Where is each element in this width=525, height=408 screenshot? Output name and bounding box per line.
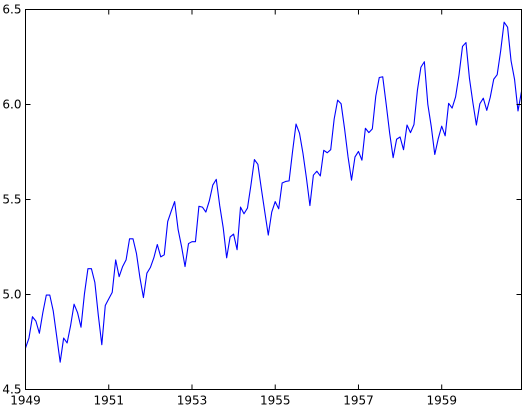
- y-tick-label-3: 6.0: [2, 98, 21, 112]
- x-tick-label-1: 1951: [93, 394, 124, 408]
- x-tick-label-0: 1949: [10, 394, 41, 408]
- x-tick-label-4: 1957: [343, 394, 374, 408]
- tick-labels: 1949 1951 1953 1955 1957 1959 4.5 5.0 5.5 6.0 6.5: [2, 3, 457, 408]
- series-layer: [24, 21, 523, 363]
- x-tick-label-3: 1955: [260, 394, 291, 408]
- y-tick-label-4: 6.5: [2, 3, 21, 17]
- y-tick-label-1: 5.0: [2, 288, 21, 302]
- y-tick-label-0: 4.5: [2, 383, 21, 397]
- series-line-0: [24, 21, 523, 363]
- y-tick-label-2: 5.5: [2, 193, 21, 207]
- x-tick-label-2: 1953: [177, 394, 208, 408]
- x-tick-label-5: 1959: [426, 394, 457, 408]
- plot-area-frame: [25, 9, 522, 390]
